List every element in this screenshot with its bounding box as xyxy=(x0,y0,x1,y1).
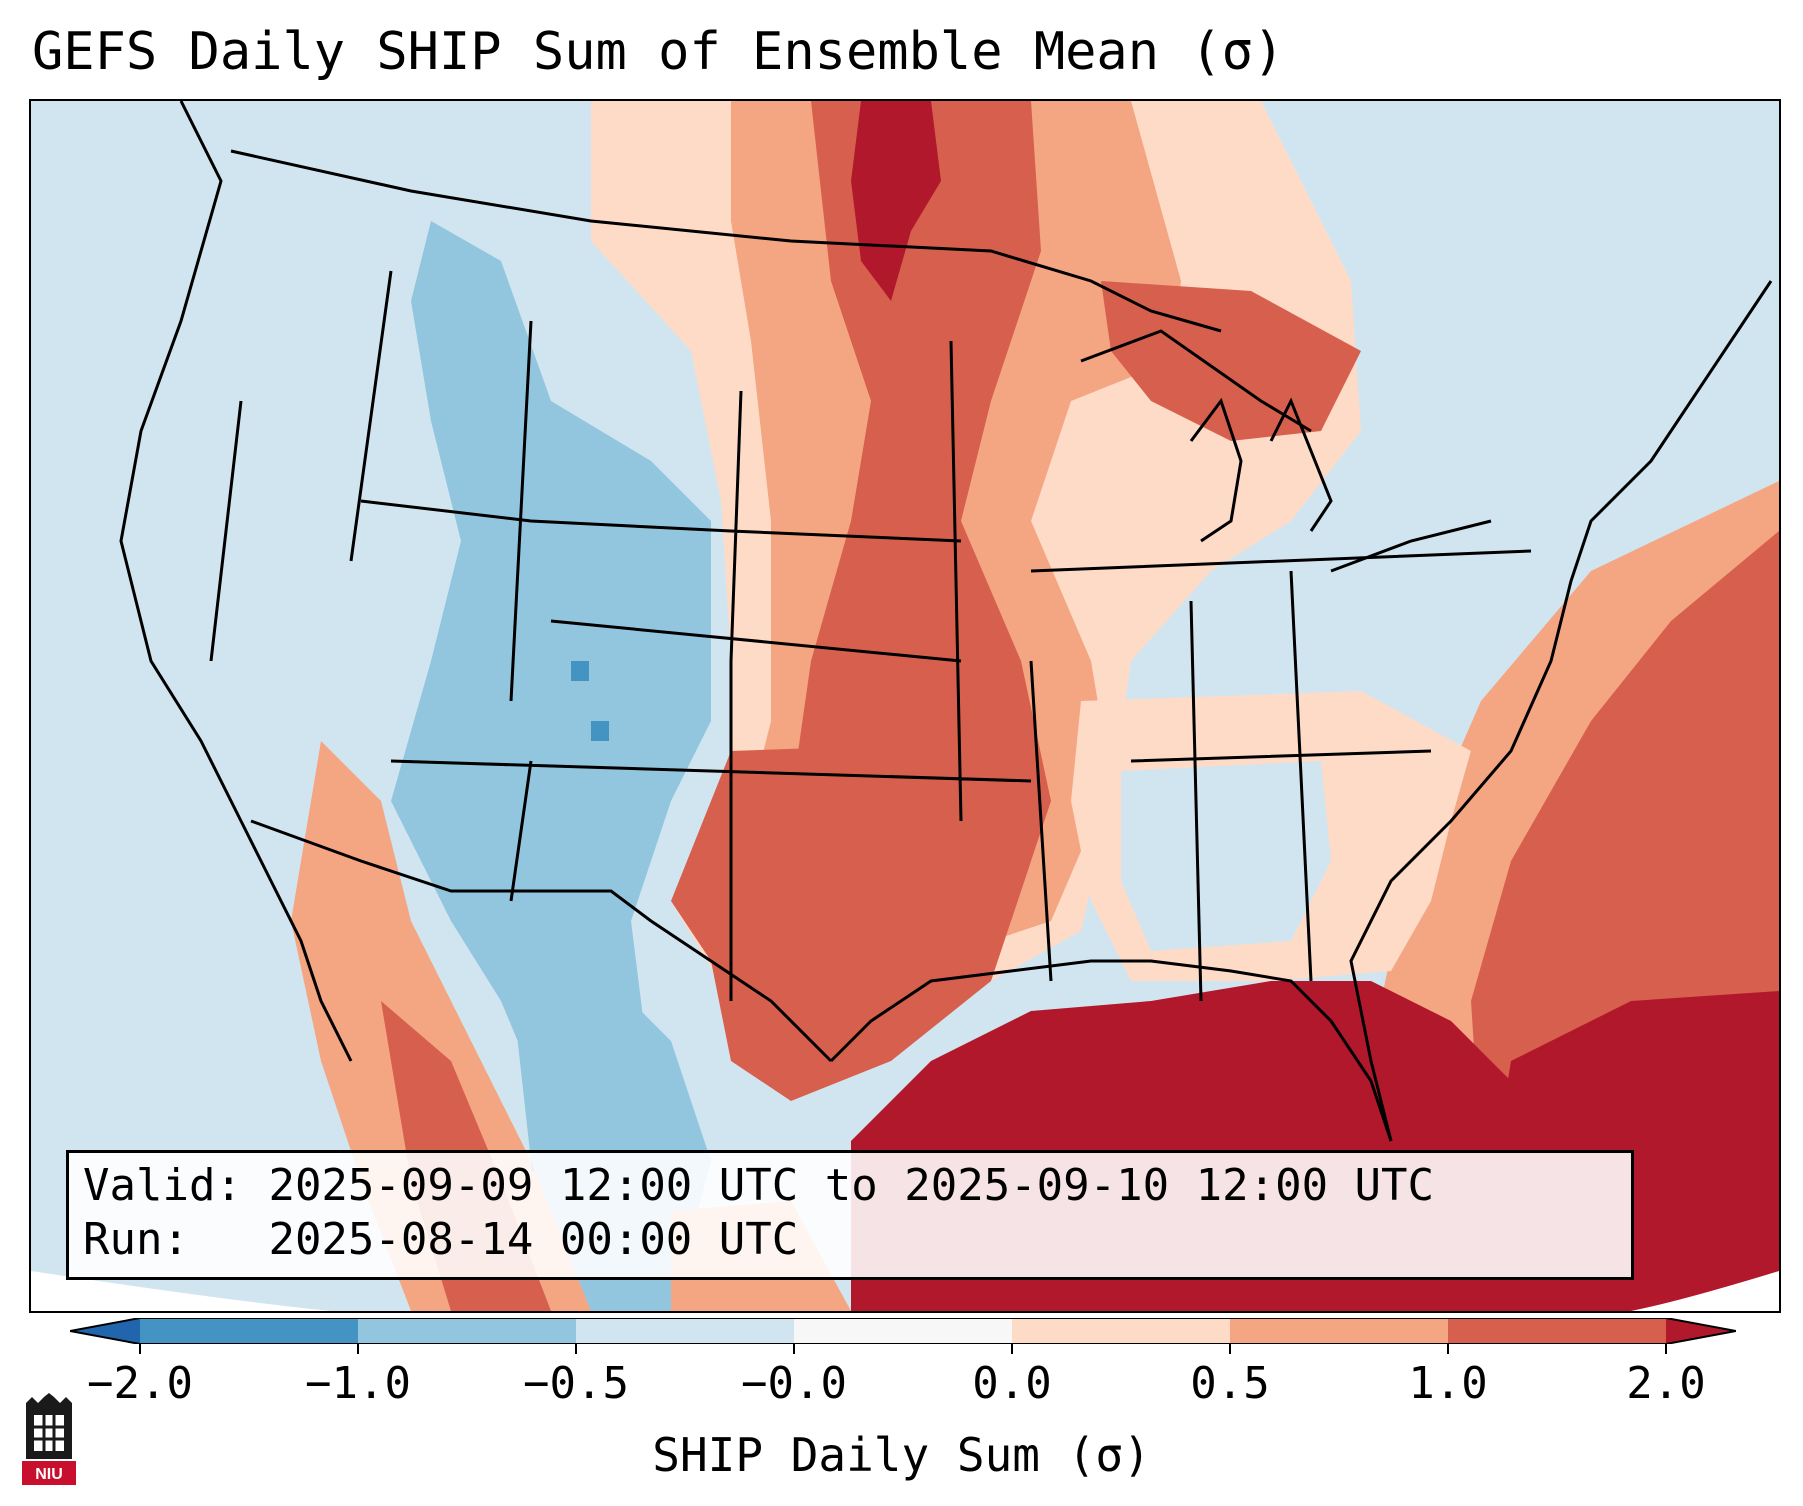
colorbar-segments xyxy=(70,1318,1736,1344)
map-panel xyxy=(29,99,1781,1313)
anomaly-texas xyxy=(671,741,1031,1101)
colorbar-tick-mark xyxy=(139,1344,141,1354)
valid-row: Valid: 2025-09-09 12:00 UTC to 2025-09-1… xyxy=(83,1159,1617,1213)
logo-text: NIU xyxy=(35,1466,63,1483)
colorbar-tick-mark xyxy=(1665,1344,1667,1354)
colorbar-tick-label: 2.0 xyxy=(1626,1358,1706,1409)
borders xyxy=(119,101,1773,1142)
colorbar-tick-mark xyxy=(1011,1344,1013,1354)
us-canada-border xyxy=(230,149,1222,333)
anomaly-rockies-cool xyxy=(391,221,711,1181)
colorbar-under-extend xyxy=(70,1318,140,1344)
chart-title: GEFS Daily SHIP Sum of Ensemble Mean (σ) xyxy=(32,22,1285,82)
colorbar-tick-mark xyxy=(575,1344,577,1354)
valid-run-infobox: Valid: 2025-09-09 12:00 UTC to 2025-09-1… xyxy=(66,1150,1634,1280)
logo-banner xyxy=(22,1461,76,1485)
colorbar-label: SHIP Daily Sum (σ) xyxy=(652,1428,1151,1482)
gulf-coast xyxy=(829,959,1393,1142)
valid-label: Valid: xyxy=(83,1160,242,1211)
us-mexico-border xyxy=(250,819,833,1063)
colorbar-segment xyxy=(1012,1318,1231,1344)
colorbar-tick-mark xyxy=(1229,1344,1231,1354)
run-value: 2025-08-14 00:00 UTC xyxy=(268,1214,799,1265)
colorbar-segment xyxy=(1448,1318,1667,1344)
west-coast xyxy=(119,101,353,1062)
colorbar-tick-label: −2.0 xyxy=(87,1358,193,1409)
colorbar-tick-label: −0.5 xyxy=(523,1358,629,1409)
anomaly-great-lakes xyxy=(1101,281,1361,441)
colorbar-segment xyxy=(140,1318,359,1344)
colorbar-tick-label: −0.0 xyxy=(741,1358,847,1409)
colorbar-tick-label: 0.0 xyxy=(972,1358,1052,1409)
colorbar-tick-label: 0.5 xyxy=(1190,1358,1270,1409)
colorbar-segment xyxy=(576,1318,795,1344)
colorbar-tick-label: 1.0 xyxy=(1408,1358,1488,1409)
logo-window-icon xyxy=(34,1415,64,1451)
anomaly-dakotas-peak xyxy=(851,101,941,301)
valid-value: 2025-09-09 12:00 UTC to 2025-09-10 12:00… xyxy=(268,1160,1435,1211)
state-lines xyxy=(209,270,1532,1002)
colorbar-tick-label: −1.0 xyxy=(305,1358,411,1409)
colorbar-over-extend xyxy=(1666,1318,1736,1344)
map-svg xyxy=(31,101,1779,1311)
great-lakes-outline xyxy=(1080,329,1492,573)
logo-grid-icon xyxy=(34,1415,64,1451)
run-label: Run: xyxy=(83,1214,189,1265)
colorbar-segment xyxy=(1230,1318,1449,1344)
colorbar-tick-mark xyxy=(1447,1344,1449,1354)
colorbar xyxy=(70,1318,1736,1344)
colorbar-segment xyxy=(794,1318,1013,1344)
run-row: Run: 2025-08-14 00:00 UTC xyxy=(83,1213,1617,1267)
projection-edge xyxy=(31,1271,1779,1311)
niu-logo: NIU xyxy=(22,1393,76,1485)
anomaly-deep-south xyxy=(1121,761,1331,951)
east-coast xyxy=(1349,280,1773,1142)
colorbar-segment xyxy=(358,1318,577,1344)
colorbar-tick-mark xyxy=(357,1344,359,1354)
colorbar-tick-mark xyxy=(793,1344,795,1354)
